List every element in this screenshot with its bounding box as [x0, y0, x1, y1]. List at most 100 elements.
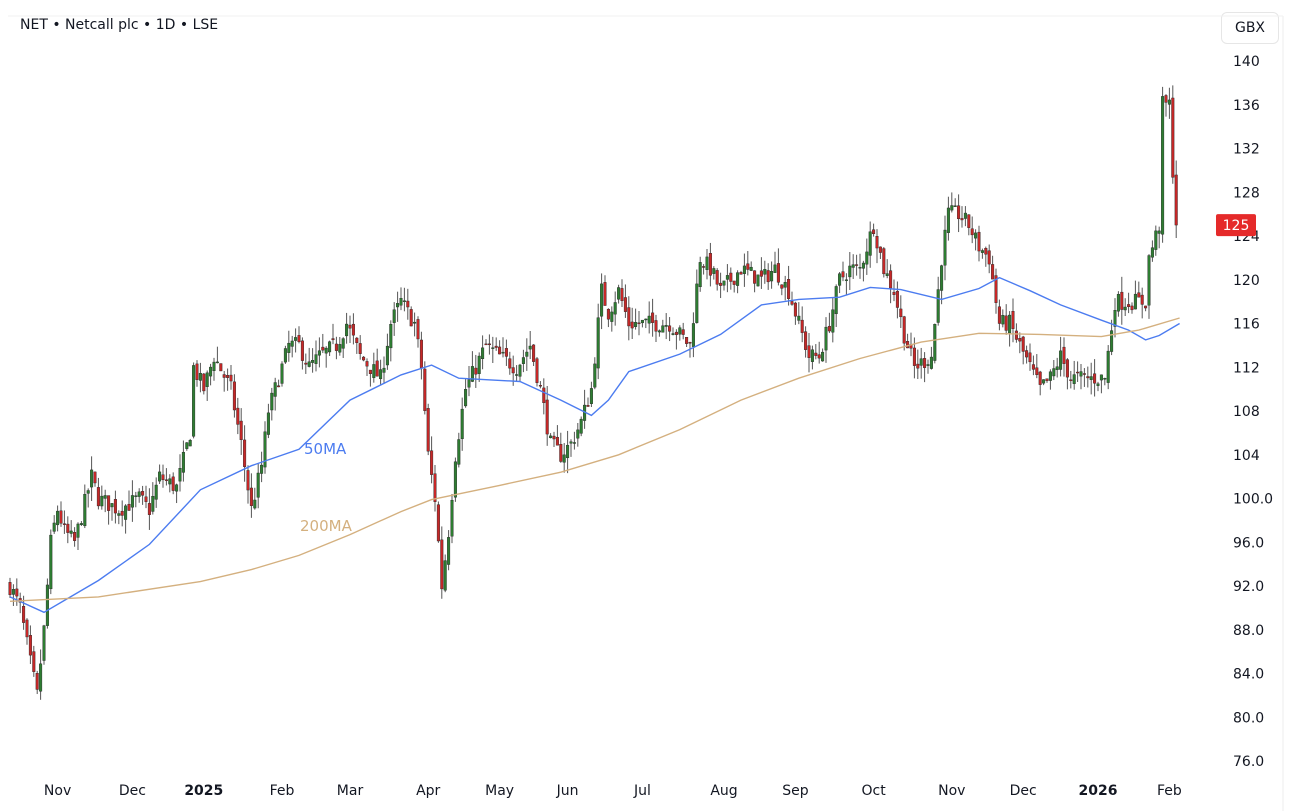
candle-body	[797, 315, 801, 321]
candle-body	[902, 316, 906, 344]
candle-body	[385, 345, 389, 366]
candle-body	[1028, 352, 1032, 363]
candle-body	[96, 487, 100, 507]
candle-body	[661, 325, 665, 333]
candle-body	[440, 539, 444, 590]
candle-body	[838, 273, 842, 286]
candle-body	[307, 361, 311, 367]
candle-body	[753, 270, 757, 284]
candle-body	[875, 236, 879, 249]
candle-body	[970, 228, 974, 236]
x-tick-label: Oct	[861, 783, 886, 799]
candle-body	[124, 505, 128, 520]
y-tick-label: 100.0	[1233, 492, 1273, 508]
candle-body	[596, 317, 600, 369]
currency-button[interactable]: GBX	[1221, 12, 1279, 44]
candle-body	[423, 368, 427, 411]
candle-body	[460, 408, 464, 440]
candle-body	[229, 374, 233, 382]
candle-body	[627, 307, 631, 327]
candle-body	[1103, 378, 1107, 380]
y-tick-label: 116	[1233, 317, 1260, 333]
candle-body	[1025, 350, 1029, 358]
candle-body	[430, 450, 434, 475]
candle-body	[464, 389, 468, 407]
candle-body	[508, 358, 512, 369]
candle-body	[1110, 330, 1114, 352]
candle-body	[702, 266, 706, 268]
x-tick-label: Nov	[44, 783, 71, 799]
candle-body	[470, 366, 474, 382]
candle-body	[698, 262, 702, 288]
candle-body	[617, 287, 621, 300]
candle-body	[719, 282, 723, 286]
candle-body	[1011, 311, 1015, 329]
candle-body	[569, 441, 573, 444]
candle-body	[766, 270, 770, 283]
candle-body	[212, 361, 216, 371]
candle-body	[185, 442, 189, 449]
candle-body	[515, 374, 519, 376]
candle-body	[202, 373, 206, 392]
candle-body	[892, 291, 896, 295]
x-tick-label: Aug	[710, 783, 737, 799]
candle-body	[32, 651, 36, 672]
candle-body	[409, 309, 413, 327]
candle-body	[1069, 379, 1073, 381]
candle-body	[382, 367, 386, 373]
y-tick-label: 96.0	[1233, 535, 1264, 551]
candle-body	[562, 454, 566, 463]
candle-body	[511, 367, 515, 374]
candle-body	[1096, 383, 1100, 386]
candle-body	[688, 342, 692, 344]
x-tick-label: Jul	[633, 783, 651, 799]
candle-body	[467, 379, 471, 388]
candle-body	[103, 495, 107, 499]
candle-body	[253, 499, 257, 509]
candle-body	[443, 560, 447, 591]
candle-body	[1140, 294, 1144, 305]
candle-body	[579, 418, 583, 434]
candle-body	[151, 495, 155, 512]
candle-body	[1038, 371, 1042, 385]
candle-body	[426, 408, 430, 452]
candle-body	[1113, 310, 1117, 327]
candle-body	[528, 345, 532, 350]
candle-body	[141, 491, 145, 496]
candle-body	[865, 251, 869, 265]
candle-body	[647, 315, 651, 324]
candles	[8, 85, 1178, 700]
candle-body	[192, 365, 196, 437]
candle-body	[368, 369, 372, 375]
candle-body	[209, 366, 213, 377]
candle-body	[175, 484, 179, 492]
candle-body	[872, 229, 876, 235]
candle-body	[205, 372, 209, 387]
candle-body	[317, 350, 321, 356]
candle-body	[379, 369, 383, 380]
candle-body	[338, 344, 342, 353]
candle-body	[396, 303, 400, 308]
candle-body	[144, 496, 148, 502]
candle-body	[120, 510, 124, 516]
candle-body	[331, 338, 335, 341]
candle-body	[314, 354, 318, 364]
candle-body	[1059, 350, 1063, 370]
candle-body	[729, 272, 733, 282]
candle-body	[147, 503, 151, 515]
y-tick-label: 120	[1233, 273, 1260, 289]
candle-body	[277, 385, 281, 388]
candle-body	[610, 311, 614, 322]
candle-body	[1072, 374, 1076, 384]
candle-body	[919, 358, 923, 366]
candle-body	[987, 250, 991, 265]
candle-body	[399, 298, 403, 306]
candle-body	[433, 473, 437, 502]
candle-body	[844, 279, 848, 281]
candle-body	[195, 363, 199, 380]
candle-body	[974, 232, 978, 239]
candle-body	[559, 444, 563, 462]
candle-body	[137, 491, 141, 497]
candle-body	[1001, 315, 1005, 325]
